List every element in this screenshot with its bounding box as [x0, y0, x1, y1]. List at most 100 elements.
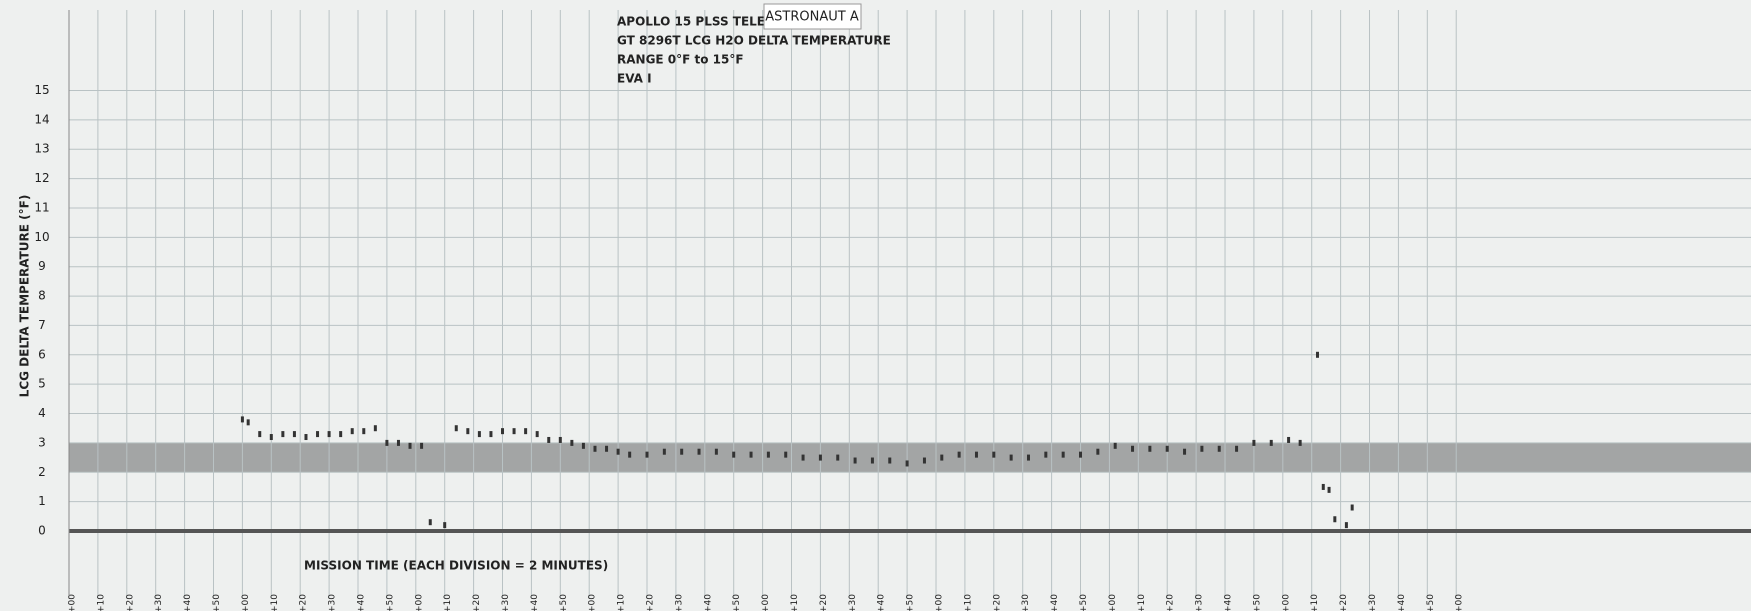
- point: [1096, 448, 1100, 455]
- x-tick-label: +30: [328, 594, 338, 611]
- x-tick-label: +40: [877, 594, 887, 611]
- x-tick-label: 127+00: [1455, 594, 1465, 611]
- point: [1269, 439, 1273, 446]
- point: [1183, 448, 1187, 455]
- x-axis-label: MISSION TIME (EACH DIVISION = 2 MINUTES): [304, 559, 608, 573]
- x-tick-label: 126+00: [1281, 594, 1291, 611]
- x-tick-label: 124+00: [935, 594, 945, 611]
- point: [605, 445, 609, 452]
- x-tick-label: +20: [299, 594, 309, 611]
- title-line: GT 8296T LCG H2O DELTA TEMPERATURE: [617, 34, 891, 48]
- y-tick-label: 8: [38, 289, 46, 303]
- point: [1315, 351, 1319, 358]
- y-tick-label: 0: [38, 524, 46, 538]
- point: [292, 431, 296, 438]
- point: [1200, 445, 1204, 452]
- x-tick-label: 125+00: [1108, 594, 1118, 611]
- point: [1148, 445, 1152, 452]
- point: [512, 428, 516, 435]
- point: [1079, 451, 1083, 458]
- x-tick-label: 121+00: [414, 594, 424, 611]
- point: [408, 442, 412, 449]
- point: [732, 451, 736, 458]
- x-tick-label: +10: [96, 594, 106, 611]
- point: [616, 448, 620, 455]
- x-tick-label: +50: [1426, 594, 1436, 611]
- x-tick-label: +10: [617, 594, 627, 611]
- point: [766, 451, 770, 458]
- point: [396, 439, 400, 446]
- point: [501, 428, 505, 435]
- x-tick-label: +30: [501, 594, 511, 611]
- x-tick-label: +40: [703, 594, 713, 611]
- point: [888, 457, 892, 464]
- x-tick-label: +50: [559, 594, 569, 611]
- x-tick-label: 119+00: [68, 594, 78, 611]
- point: [327, 431, 331, 438]
- tag: ASTRONAUT A: [765, 10, 859, 25]
- x-tick-label: +50: [906, 594, 916, 611]
- title-line: RANGE 0°F to 15°F: [617, 53, 744, 67]
- point: [581, 442, 585, 449]
- point: [420, 442, 424, 449]
- x-tick-label: +30: [1195, 594, 1205, 611]
- point: [373, 425, 377, 432]
- point: [240, 416, 244, 423]
- point: [714, 448, 718, 455]
- y-tick-label: 6: [38, 347, 46, 361]
- point: [905, 460, 909, 467]
- x-tick-label: +10: [1310, 594, 1320, 611]
- x-tick-label: +50: [212, 594, 222, 611]
- point: [593, 445, 597, 452]
- point: [697, 448, 701, 455]
- x-tick-label: 123+00: [761, 594, 771, 611]
- x-tick-label: +40: [530, 594, 540, 611]
- point: [974, 451, 978, 458]
- point: [1113, 442, 1117, 449]
- point: [1026, 454, 1030, 461]
- x-tick-label: +30: [674, 594, 684, 611]
- x-tick-label: +50: [385, 594, 395, 611]
- point: [1217, 445, 1221, 452]
- x-tick-label: +10: [963, 594, 973, 611]
- point: [339, 431, 343, 438]
- point: [570, 439, 574, 446]
- x-tick-label: +30: [1021, 594, 1031, 611]
- point: [316, 431, 320, 438]
- y-tick-label: 12: [34, 171, 49, 185]
- x-tick-label: +10: [790, 594, 800, 611]
- marks: [240, 351, 1354, 529]
- x-tick-label: +40: [357, 594, 367, 611]
- title-line: APOLLO 15 PLSS TELEMETRY: [617, 15, 811, 29]
- point: [281, 431, 285, 438]
- point: [1131, 445, 1135, 452]
- y-tick-label: 2: [38, 465, 46, 479]
- point: [662, 448, 666, 455]
- point: [870, 457, 874, 464]
- x-tick-label: +20: [1339, 594, 1349, 611]
- band: [69, 442, 1751, 473]
- title-line: EVA I: [617, 72, 652, 86]
- y-tick-label: 13: [34, 142, 49, 156]
- x-tick-label: +50: [732, 594, 742, 611]
- point: [385, 439, 389, 446]
- y-tick-label: 11: [34, 200, 49, 214]
- point: [535, 431, 539, 438]
- y-tick-label: 7: [38, 318, 46, 332]
- point: [992, 451, 996, 458]
- x-tick-label: +10: [1137, 594, 1147, 611]
- point: [454, 425, 458, 432]
- y-tick-label: 3: [38, 435, 46, 449]
- point: [1061, 451, 1065, 458]
- point: [680, 448, 684, 455]
- x-tick-label: +20: [1166, 594, 1176, 611]
- point: [524, 428, 528, 435]
- point: [350, 428, 354, 435]
- point: [784, 451, 788, 458]
- x-tick-label: +40: [1397, 594, 1407, 611]
- point: [1350, 504, 1354, 511]
- labels: APOLLO 15 PLSS TELEMETRY GT 8296T LCG H2…: [18, 3, 891, 573]
- point: [957, 451, 961, 458]
- x-tick-label: +20: [125, 594, 135, 611]
